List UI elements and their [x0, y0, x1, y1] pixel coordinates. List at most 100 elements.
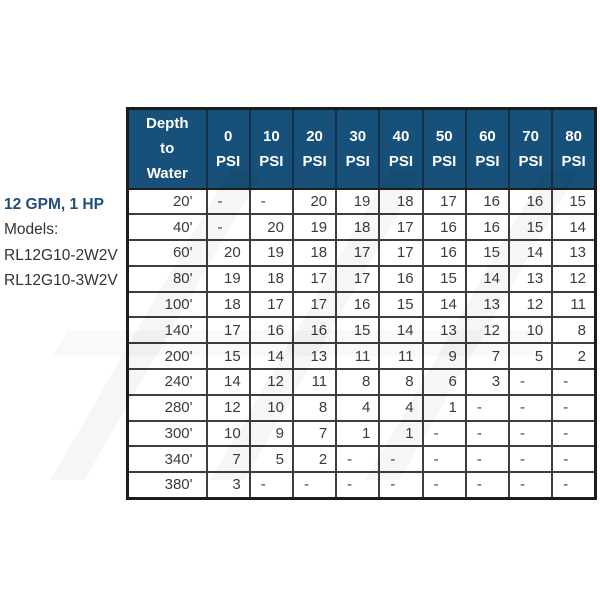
- table-row: 200' 15 14 13 11 11 9 7 5 2: [126, 342, 597, 371]
- value-cell: 12: [464, 316, 511, 345]
- value-cell: -: [551, 471, 597, 500]
- value-cell: 10: [248, 393, 294, 422]
- table-body: 20' - -20 19 18 17 16 16 15 40' -20 19 18 17 16 16 15 14 6…: [126, 187, 597, 500]
- value-cell: 12: [205, 393, 251, 422]
- value-cell: 16: [464, 213, 511, 242]
- value-cell: 12: [551, 264, 597, 293]
- value-cell: 18: [248, 264, 294, 293]
- depth-cell: 100': [126, 290, 208, 319]
- table-row: 300' 10 9 7 1 1- - - -: [126, 419, 597, 448]
- depth-cell: 60': [126, 239, 208, 267]
- psi-column-header: 40 PSI: [378, 107, 424, 190]
- value-cell: -: [464, 419, 511, 448]
- pump-spec-title: 12 GPM, 1 HP: [4, 196, 104, 213]
- value-cell: 15: [464, 239, 511, 267]
- value-cell: -: [248, 471, 294, 500]
- value-cell: 17: [378, 213, 424, 242]
- model-number: RL12G10-2W2V: [4, 246, 118, 264]
- value-cell: -: [205, 213, 251, 242]
- value-cell: 1: [378, 419, 424, 448]
- value-cell: 20: [291, 187, 338, 216]
- value-cell: 20: [205, 239, 251, 267]
- value-cell: 14: [464, 264, 511, 293]
- value-cell: -: [205, 187, 251, 216]
- value-cell: 17: [291, 264, 338, 293]
- value-cell: 19: [248, 239, 294, 267]
- table-row: 100' 18 17 17 16 15 14 13 12 11: [126, 290, 597, 319]
- value-cell: -: [335, 471, 381, 500]
- depth-cell: 20': [126, 187, 208, 216]
- value-cell: 20: [248, 213, 294, 242]
- value-cell: 10: [205, 419, 251, 448]
- table-header: Depth to Water 0 PSI 10 PSI 20 PSI 30 PSI 40 PSI 50 PS…: [126, 107, 597, 190]
- value-cell: 18: [335, 213, 381, 242]
- value-cell: 15: [378, 290, 424, 319]
- value-cell: 18: [205, 290, 251, 319]
- table-row: 280' 12 10 8 4 4 1- - -: [126, 393, 597, 422]
- table-row: 380' 3- - - - - - - -: [126, 471, 597, 500]
- value-cell: 8: [551, 316, 597, 345]
- value-cell: -: [508, 471, 554, 500]
- value-cell: 10: [508, 316, 554, 345]
- value-cell: 14: [551, 213, 597, 242]
- depth-cell: 300': [126, 419, 208, 448]
- value-cell: 16: [248, 316, 294, 345]
- table-row: 240' 14 12 11 8 8 6 3- -: [126, 368, 597, 396]
- value-cell: 5: [508, 342, 554, 371]
- value-cell: -: [378, 445, 424, 474]
- value-cell: 16: [335, 290, 381, 319]
- value-cell: 12: [248, 368, 294, 396]
- psi-column-header: 60 PSI: [464, 107, 511, 190]
- value-cell: 11: [551, 290, 597, 319]
- value-cell: -: [421, 471, 467, 500]
- value-cell: -: [551, 445, 597, 474]
- value-cell: -: [421, 419, 467, 448]
- value-cell: 11: [335, 342, 381, 371]
- value-cell: -: [464, 471, 511, 500]
- value-cell: 16: [421, 213, 467, 242]
- table-row: 80' 19 18 17 17 16 15 14 13 12: [126, 264, 597, 293]
- value-cell: 7: [464, 342, 511, 371]
- value-cell: 3: [205, 471, 251, 500]
- value-cell: -: [335, 445, 381, 474]
- value-cell: 8: [335, 368, 381, 396]
- value-cell: 8: [378, 368, 424, 396]
- value-cell: 1: [421, 393, 467, 422]
- value-cell: -: [291, 471, 338, 500]
- psi-column-header: 70 PSI: [508, 107, 554, 190]
- table-row: 340' 7 5 2- - - - - -: [126, 445, 597, 474]
- value-cell: 7: [291, 419, 338, 448]
- value-cell: -: [508, 393, 554, 422]
- value-cell: 8: [291, 393, 338, 422]
- depth-cell: 340': [126, 445, 208, 474]
- value-cell: 5: [248, 445, 294, 474]
- product-info: 12 GPM, 1 HP Models: RL12G10-2W2V RL12G1…: [4, 192, 118, 294]
- value-cell: 16: [421, 239, 467, 267]
- value-cell: -: [464, 393, 511, 422]
- value-cell: 19: [335, 187, 381, 216]
- table-row: 40' -20 19 18 17 16 16 15 14: [126, 213, 597, 242]
- depth-cell: 80': [126, 264, 208, 293]
- value-cell: 17: [378, 239, 424, 267]
- table-row: 60' 20 19 18 17 17 16 15 14 13: [126, 239, 597, 267]
- value-cell: 17: [335, 264, 381, 293]
- value-cell: 15: [508, 213, 554, 242]
- value-cell: 2: [551, 342, 597, 371]
- psi-column-header: 10 PSI: [248, 107, 294, 190]
- value-cell: -: [508, 419, 554, 448]
- value-cell: 4: [378, 393, 424, 422]
- value-cell: 3: [464, 368, 511, 396]
- performance-table: Depth to Water 0 PSI 10 PSI 20 PSI 30 PSI 40 PSI 50 PS…: [126, 107, 597, 500]
- value-cell: 13: [464, 290, 511, 319]
- value-cell: 9: [421, 342, 467, 371]
- table-row: 140' 17 16 16 15 14 13 12 10 8: [126, 316, 597, 345]
- value-cell: 12: [508, 290, 554, 319]
- value-cell: 17: [248, 290, 294, 319]
- value-cell: 14: [205, 368, 251, 396]
- value-cell: 6: [421, 368, 467, 396]
- depth-cell: 40': [126, 213, 208, 242]
- value-cell: 13: [508, 264, 554, 293]
- value-cell: 17: [335, 239, 381, 267]
- value-cell: 18: [378, 187, 424, 216]
